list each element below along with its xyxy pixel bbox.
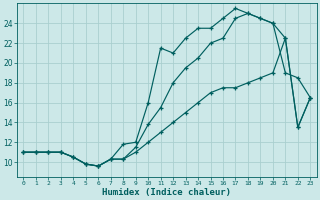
X-axis label: Humidex (Indice chaleur): Humidex (Indice chaleur) [102, 188, 231, 197]
